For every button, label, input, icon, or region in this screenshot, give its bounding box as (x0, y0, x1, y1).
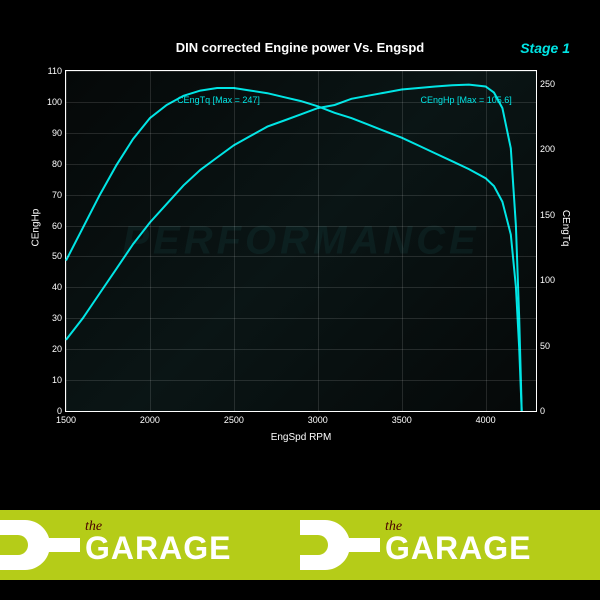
chart-area: DIN corrected Engine power Vs. Engspd St… (20, 40, 580, 490)
grid-line (66, 226, 536, 227)
stage-label: Stage 1 (520, 40, 570, 56)
garage-text-1: the GARAGE (85, 520, 231, 563)
x-tick: 4000 (476, 415, 496, 425)
grid-line (66, 195, 536, 196)
annotation-label: CEngTq [Max = 247] (177, 95, 260, 105)
y-tick-right: 250 (540, 79, 555, 89)
y-tick-left: 90 (52, 128, 62, 138)
y-tick-left: 70 (52, 190, 62, 200)
grid-line (66, 318, 536, 319)
y-tick-right: 50 (540, 341, 550, 351)
x-tick: 2500 (224, 415, 244, 425)
x-tick: 3500 (392, 415, 412, 425)
y-tick-left: 50 (52, 251, 62, 261)
y-tick-left: 110 (48, 66, 62, 76)
chart-title: DIN corrected Engine power Vs. Engspd (20, 40, 580, 55)
curve-overlay (66, 71, 536, 411)
grid-line (66, 164, 536, 165)
grid-line (66, 133, 536, 134)
y-tick-left: 100 (47, 97, 62, 107)
annotation-label: CEngHp [Max = 105.6] (420, 95, 511, 105)
grid-line (486, 71, 487, 411)
plot-box: PERFORMANCE 0102030405060708090100110050… (65, 70, 537, 412)
garage-text-2: the GARAGE (385, 520, 531, 563)
y-tick-left: 30 (52, 313, 62, 323)
tq-curve (66, 88, 522, 411)
x-tick: 3000 (308, 415, 328, 425)
grid-line (66, 349, 536, 350)
left-axis-label: CEngHp (31, 209, 42, 247)
x-tick: 1500 (56, 415, 76, 425)
grid-line (66, 71, 536, 72)
footer-band: the GARAGE the GARAGE (0, 510, 600, 580)
grid-line (66, 256, 536, 257)
grid-line (318, 71, 319, 411)
grid-line (66, 411, 536, 412)
grid-line (66, 287, 536, 288)
right-axis-label: CEngTq (561, 210, 572, 247)
y-tick-left: 10 (52, 375, 62, 385)
grid-line (234, 71, 235, 411)
x-tick: 2000 (140, 415, 160, 425)
y-tick-left: 80 (52, 159, 62, 169)
wrench-icon (0, 510, 80, 580)
garage-logo-2: the GARAGE (300, 510, 600, 580)
wrench-icon (300, 510, 380, 580)
garage-label: GARAGE (385, 534, 531, 563)
grid-line (150, 71, 151, 411)
y-tick-left: 60 (52, 221, 62, 231)
grid-line (66, 71, 67, 411)
y-tick-right: 150 (540, 210, 555, 220)
dyno-screenshot: DIN corrected Engine power Vs. Engspd St… (0, 0, 600, 600)
grid-line (66, 380, 536, 381)
y-tick-right: 200 (540, 144, 555, 154)
grid-line (402, 71, 403, 411)
garage-logo-1: the GARAGE (0, 510, 300, 580)
x-axis-label: EngSpd RPM (66, 432, 536, 443)
y-tick-left: 20 (52, 344, 62, 354)
y-tick-right: 100 (540, 275, 555, 285)
garage-label: GARAGE (85, 534, 231, 563)
y-tick-left: 40 (52, 282, 62, 292)
y-tick-right: 0 (540, 406, 545, 416)
